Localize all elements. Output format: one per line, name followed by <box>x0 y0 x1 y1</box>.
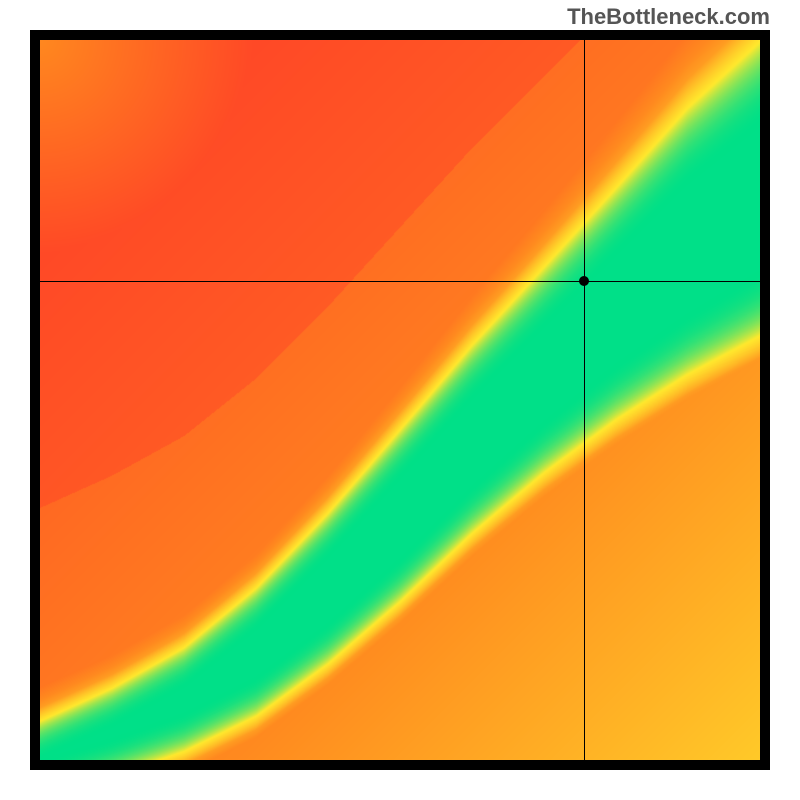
crosshair-horizontal <box>40 281 760 282</box>
heatmap-canvas <box>40 40 760 760</box>
marker-dot <box>579 276 589 286</box>
chart-inner <box>40 40 760 760</box>
watermark-text: TheBottleneck.com <box>567 4 770 30</box>
crosshair-vertical <box>584 40 585 760</box>
chart-frame <box>30 30 770 770</box>
